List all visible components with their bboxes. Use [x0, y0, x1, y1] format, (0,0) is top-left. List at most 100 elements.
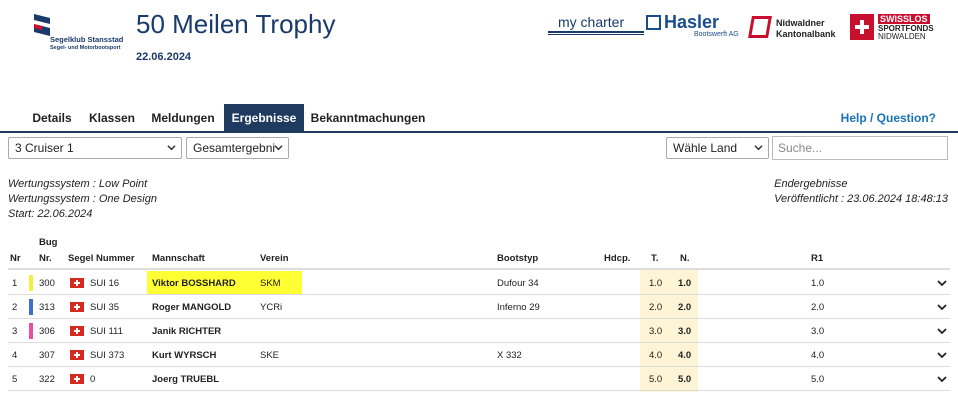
nkb-icon — [748, 16, 772, 38]
cell-club: SKM — [260, 278, 281, 289]
sfn-line3: NIDWALDEN — [878, 32, 926, 41]
header-total: T. — [651, 253, 659, 264]
cell-club: YCRi — [260, 302, 283, 313]
sfn-line2: SPORTFONDS — [878, 24, 934, 33]
tab-details[interactable]: Details — [32, 111, 72, 125]
expand-chevron-icon[interactable] — [936, 373, 948, 385]
cell-t: 3.0 — [649, 326, 663, 337]
header-club: Verein — [260, 253, 289, 264]
swiss-cross-icon — [850, 14, 874, 40]
cell-crew[interactable]: Kurt WYRSCH — [152, 350, 217, 361]
cell-boat: Dufour 34 — [497, 278, 539, 289]
header-hdcp: Hdcp. — [604, 253, 631, 264]
cell-t: 1.0 — [649, 278, 663, 289]
table-row[interactable]: 4 307 SUI 373 Kurt WYRSCH SKE X 332 4.0 4.0 4.0 — [8, 343, 950, 367]
result-type-select-value: Gesamtergebni — [193, 141, 276, 155]
class-select[interactable]: 3 Cruiser 1 — [8, 137, 182, 159]
cell-n: 1.0 — [678, 278, 692, 289]
expand-chevron-icon[interactable] — [936, 349, 948, 361]
scoring-system-2: Wertungssystem : One Design — [8, 193, 157, 205]
scoring-system-1: Wertungssystem : Low Point — [8, 178, 148, 190]
expand-chevron-icon[interactable] — [936, 277, 948, 289]
bow-color-marker — [29, 323, 33, 339]
header-bug-1: Bug — [39, 237, 58, 248]
cell-bug: 307 — [39, 350, 55, 361]
cell-crew[interactable]: Janik RICHTER — [152, 326, 222, 337]
cell-n: 2.0 — [678, 302, 692, 313]
table-row[interactable]: 5 322 0 Joerg TRUEBL 5.0 5.0 5.0 — [8, 367, 950, 391]
sponsor-hasler-logo[interactable]: Hasler Bootswerft AG — [646, 12, 744, 42]
nkb-line2: Kantonalbank — [776, 29, 836, 39]
result-type-select[interactable]: Gesamtergebni — [186, 137, 289, 159]
expand-chevron-icon[interactable] — [936, 325, 948, 337]
logo-underline — [548, 31, 644, 33]
country-select-value: Wähle Land — [673, 141, 738, 155]
hasler-icon — [646, 15, 661, 30]
table-row[interactable]: 2 313 SUI 35 Roger MANGOLD YCRi Inferno 29 2.0… — [8, 295, 950, 319]
header-r1: R1 — [811, 253, 824, 264]
tab-meldungen[interactable]: Meldungen — [151, 111, 215, 125]
club-name: Segelklub Stansstad — [50, 35, 124, 44]
sponsor-hasler-text: Hasler — [664, 12, 720, 32]
cell-crew[interactable]: Roger MANGOLD — [152, 302, 232, 313]
cell-nr: 2 — [12, 302, 18, 313]
start-date: Start: 22.06.2024 — [8, 208, 93, 220]
table-row[interactable]: 3 306 SUI 111 Janik RICHTER 3.0 3.0 3.0 — [8, 319, 950, 343]
cell-r1: 1.0 — [811, 278, 825, 289]
cell-sail: 0 — [90, 374, 96, 385]
sponsor-nkb-logo[interactable]: Nidwaldner Kantonalbank — [748, 14, 842, 42]
cell-bug: 300 — [39, 278, 55, 289]
chevron-down-icon — [167, 145, 176, 151]
scoring-info: Wertungssystem : Low Point Wertungssyste… — [8, 177, 157, 222]
sponsor-swisslos-logo[interactable]: SWISSLOS SPORTFONDS NIDWALDEN — [850, 14, 950, 42]
class-select-value: 3 Cruiser 1 — [15, 141, 74, 155]
club-subtitle: Segel- und Motorbootsport — [50, 45, 121, 51]
bow-color-marker — [29, 299, 33, 315]
swiss-flag-icon — [70, 278, 84, 288]
tab-bekanntmachungen[interactable]: Bekanntmachungen — [310, 111, 426, 125]
row-highlight — [147, 271, 302, 294]
cell-nr: 4 — [12, 350, 18, 361]
score-column-highlight — [640, 270, 698, 392]
sponsor-nkb-text: Nidwaldner Kantonalbank — [776, 18, 836, 40]
cell-n: 5.0 — [678, 374, 692, 385]
sfn-line1: SWISSLOS — [878, 14, 930, 24]
cell-bug: 313 — [39, 302, 55, 313]
expand-chevron-icon[interactable] — [936, 301, 948, 313]
cell-sail: SUI 373 — [90, 350, 125, 361]
cell-n: 4.0 — [678, 350, 692, 361]
header-boat: Bootstyp — [497, 253, 539, 264]
cell-t: 2.0 — [649, 302, 663, 313]
cell-crew[interactable]: Viktor BOSSHARD — [152, 278, 236, 289]
cell-sail: SUI 35 — [90, 302, 120, 313]
cell-sail: SUI 111 — [90, 326, 123, 337]
results-status: Endergebnisse — [774, 178, 848, 190]
cell-r1: 4.0 — [811, 350, 825, 361]
search-input[interactable] — [772, 136, 948, 160]
header-bug-2: Nr. — [39, 253, 52, 264]
cell-nr: 3 — [12, 326, 18, 337]
tab-bar: Details Klassen Meldungen Ergebnisse Bek… — [0, 104, 958, 133]
sponsor-mycharter-text: my charter — [558, 14, 625, 30]
country-select[interactable]: Wähle Land — [666, 137, 769, 159]
cell-r1: 3.0 — [811, 326, 825, 337]
logo-underline — [548, 34, 644, 35]
help-link[interactable]: Help / Question? — [840, 111, 936, 125]
club-flag-icon — [34, 14, 50, 36]
cell-nr: 1 — [12, 278, 18, 289]
cell-crew[interactable]: Joerg TRUEBL — [152, 374, 220, 385]
sponsor-mycharter-logo[interactable]: my charter — [548, 14, 644, 38]
cell-boat: X 332 — [497, 350, 522, 361]
cell-r1: 2.0 — [811, 302, 825, 313]
table-row[interactable]: 1 300 SUI 16 Viktor BOSSHARD SKM Dufour 34 1.0… — [8, 271, 950, 295]
nkb-line1: Nidwaldner — [776, 18, 825, 28]
swiss-flag-icon — [70, 374, 84, 384]
swiss-flag-icon — [70, 302, 84, 312]
sponsor-hasler-subtext: Bootswerft AG — [694, 31, 739, 38]
chevron-down-icon — [754, 145, 763, 151]
cell-nr: 5 — [12, 374, 18, 385]
club-logo[interactable]: Segelklub Stansstad Segel- und Motorboot… — [32, 12, 130, 51]
tab-klassen[interactable]: Klassen — [88, 111, 136, 125]
tab-ergebnisse[interactable]: Ergebnisse — [224, 104, 304, 133]
publish-info: Endergebnisse Veröffentlicht : 23.06.202… — [774, 177, 948, 207]
